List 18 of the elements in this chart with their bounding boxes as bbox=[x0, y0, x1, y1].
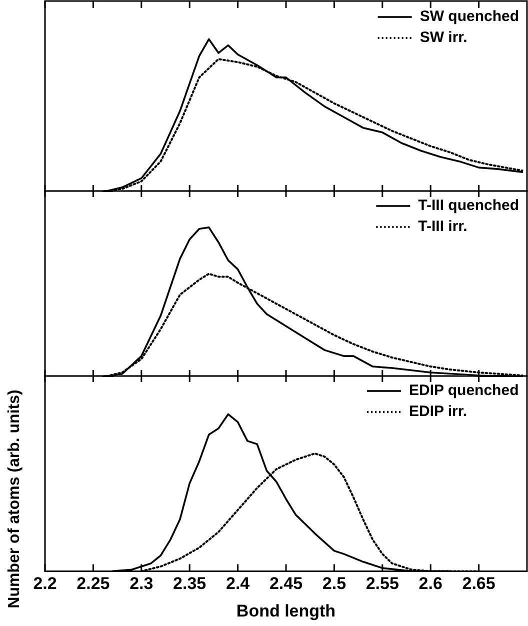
x-tick-label: 2.5 bbox=[322, 574, 346, 594]
legend-label: EDIP irr. bbox=[408, 403, 468, 420]
x-tick-label: 2.4 bbox=[226, 574, 250, 594]
x-tick-label: 2.3 bbox=[130, 574, 154, 594]
legend-label: EDIP quenched bbox=[408, 382, 519, 400]
y-axis-title: Number of atoms (arb. units) bbox=[6, 388, 24, 610]
x-tick-label: 2.35 bbox=[173, 574, 206, 594]
x-tick-label: 2.25 bbox=[76, 574, 110, 594]
legend-label: SW irr. bbox=[420, 29, 468, 46]
x-tick-label: 2.65 bbox=[462, 574, 496, 594]
legend-label: T-III irr. bbox=[418, 218, 468, 236]
legend-label: SW quenched bbox=[420, 8, 519, 26]
legend-label: T-III quenched bbox=[418, 197, 520, 214]
x-tick-label: 2.55 bbox=[366, 574, 399, 594]
x-tick-label: 2.6 bbox=[418, 574, 442, 594]
x-tick-label: 2.45 bbox=[269, 574, 303, 594]
x-axis-title: Bond length bbox=[236, 601, 336, 620]
x-tick-label: 2.2 bbox=[33, 574, 57, 594]
